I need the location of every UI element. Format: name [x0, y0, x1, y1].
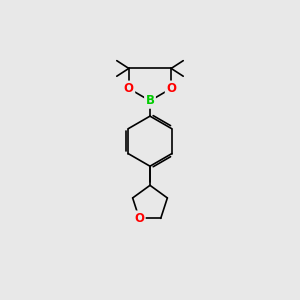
Text: O: O	[134, 212, 144, 225]
Text: B: B	[146, 94, 154, 107]
Text: O: O	[166, 82, 176, 95]
Text: O: O	[124, 82, 134, 95]
